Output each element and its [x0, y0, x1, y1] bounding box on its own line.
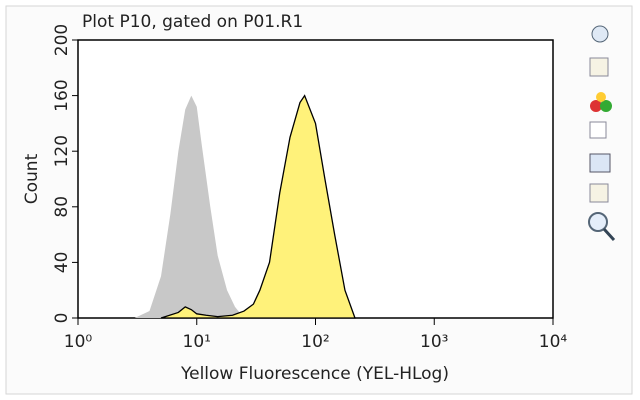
- histogram-area: [160, 94, 356, 319]
- zoom-icon-handle: [602, 227, 616, 242]
- export-icon[interactable]: [589, 121, 607, 139]
- x-tick-label: 10³: [420, 332, 448, 352]
- y-tick-label: 0: [52, 313, 72, 324]
- copy-icon[interactable]: [589, 57, 609, 77]
- window-icon[interactable]: [589, 153, 611, 173]
- color-icon[interactable]: [590, 100, 602, 112]
- y-tick-label: 200: [52, 24, 72, 56]
- histogram-area: [134, 95, 245, 318]
- zoom-in-icon[interactable]: [591, 25, 609, 43]
- y-tick-label: 120: [52, 135, 72, 167]
- x-axis-label: Yellow Fluorescence (YEL-HLog): [180, 364, 449, 384]
- x-tick-label: 10¹: [183, 332, 211, 352]
- color-icon-part: [600, 100, 612, 112]
- x-tick-label: 10²: [301, 332, 329, 352]
- y-tick-label: 80: [52, 196, 72, 218]
- x-tick-label: 10⁴: [539, 332, 568, 352]
- chart-title: Plot P10, gated on P01.R1: [82, 12, 303, 32]
- zoom-icon[interactable]: [588, 212, 608, 232]
- toolbar: [588, 25, 616, 242]
- color-icon-part: [596, 92, 606, 102]
- y-axis-label: Count: [22, 153, 42, 204]
- y-tick-label: 160: [52, 79, 72, 111]
- x-tick-label: 10⁰: [64, 332, 93, 352]
- list-icon[interactable]: [589, 183, 609, 203]
- y-tick-label: 40: [52, 252, 72, 274]
